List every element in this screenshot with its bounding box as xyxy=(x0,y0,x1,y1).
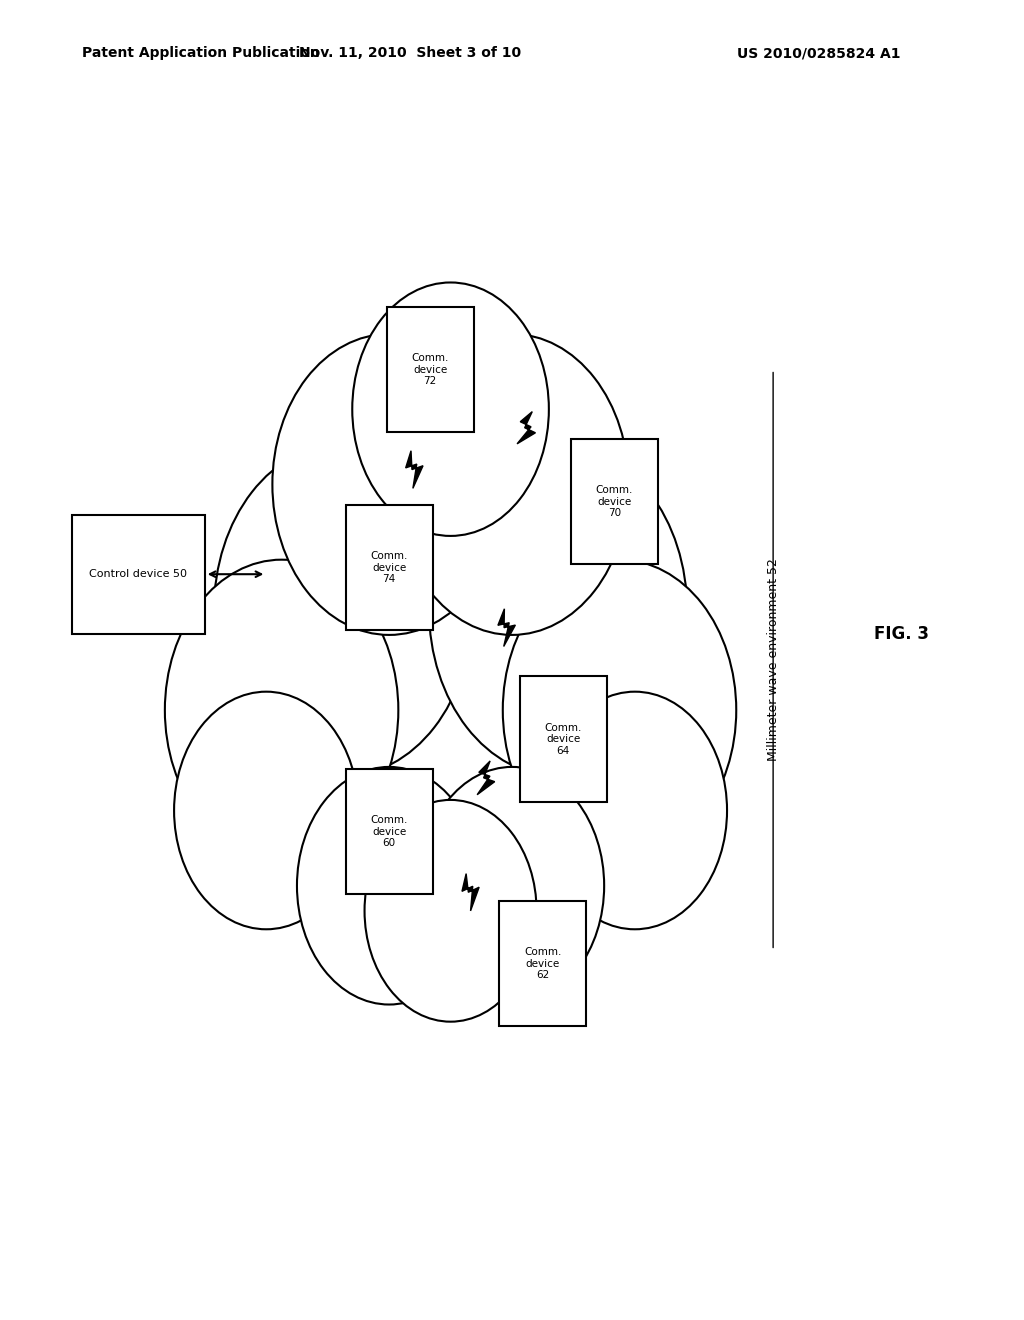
Text: US 2010/0285824 A1: US 2010/0285824 A1 xyxy=(737,46,901,61)
Text: Comm.
device
62: Comm. device 62 xyxy=(524,946,561,981)
Text: Nov. 11, 2010  Sheet 3 of 10: Nov. 11, 2010 Sheet 3 of 10 xyxy=(299,46,520,61)
Circle shape xyxy=(429,444,687,776)
FancyBboxPatch shape xyxy=(571,438,657,565)
Text: Millimeter wave environment 52: Millimeter wave environment 52 xyxy=(767,558,779,762)
Text: Comm.
device
72: Comm. device 72 xyxy=(412,352,449,387)
Polygon shape xyxy=(477,760,495,795)
Circle shape xyxy=(282,442,620,878)
Circle shape xyxy=(395,334,629,635)
Circle shape xyxy=(214,444,472,776)
FancyBboxPatch shape xyxy=(346,768,433,895)
Polygon shape xyxy=(406,450,423,488)
Text: Comm.
device
60: Comm. device 60 xyxy=(371,814,408,849)
FancyBboxPatch shape xyxy=(72,515,205,634)
Polygon shape xyxy=(462,874,479,911)
Circle shape xyxy=(352,282,549,536)
Polygon shape xyxy=(517,412,536,444)
Circle shape xyxy=(165,560,398,861)
Text: Control device 50: Control device 50 xyxy=(89,569,187,579)
Circle shape xyxy=(420,767,604,1005)
FancyBboxPatch shape xyxy=(346,506,433,631)
Text: Patent Application Publication: Patent Application Publication xyxy=(82,46,319,61)
Circle shape xyxy=(297,767,481,1005)
Circle shape xyxy=(365,800,537,1022)
FancyBboxPatch shape xyxy=(520,676,606,801)
Circle shape xyxy=(503,560,736,861)
FancyBboxPatch shape xyxy=(500,900,586,1027)
Text: Comm.
device
64: Comm. device 64 xyxy=(545,722,582,756)
Text: Comm.
device
74: Comm. device 74 xyxy=(371,550,408,585)
Text: Comm.
device
70: Comm. device 70 xyxy=(596,484,633,519)
Text: FIG. 3: FIG. 3 xyxy=(873,624,929,643)
Polygon shape xyxy=(498,609,515,647)
FancyBboxPatch shape xyxy=(387,308,473,433)
Circle shape xyxy=(174,692,358,929)
Circle shape xyxy=(543,692,727,929)
Circle shape xyxy=(272,334,506,635)
